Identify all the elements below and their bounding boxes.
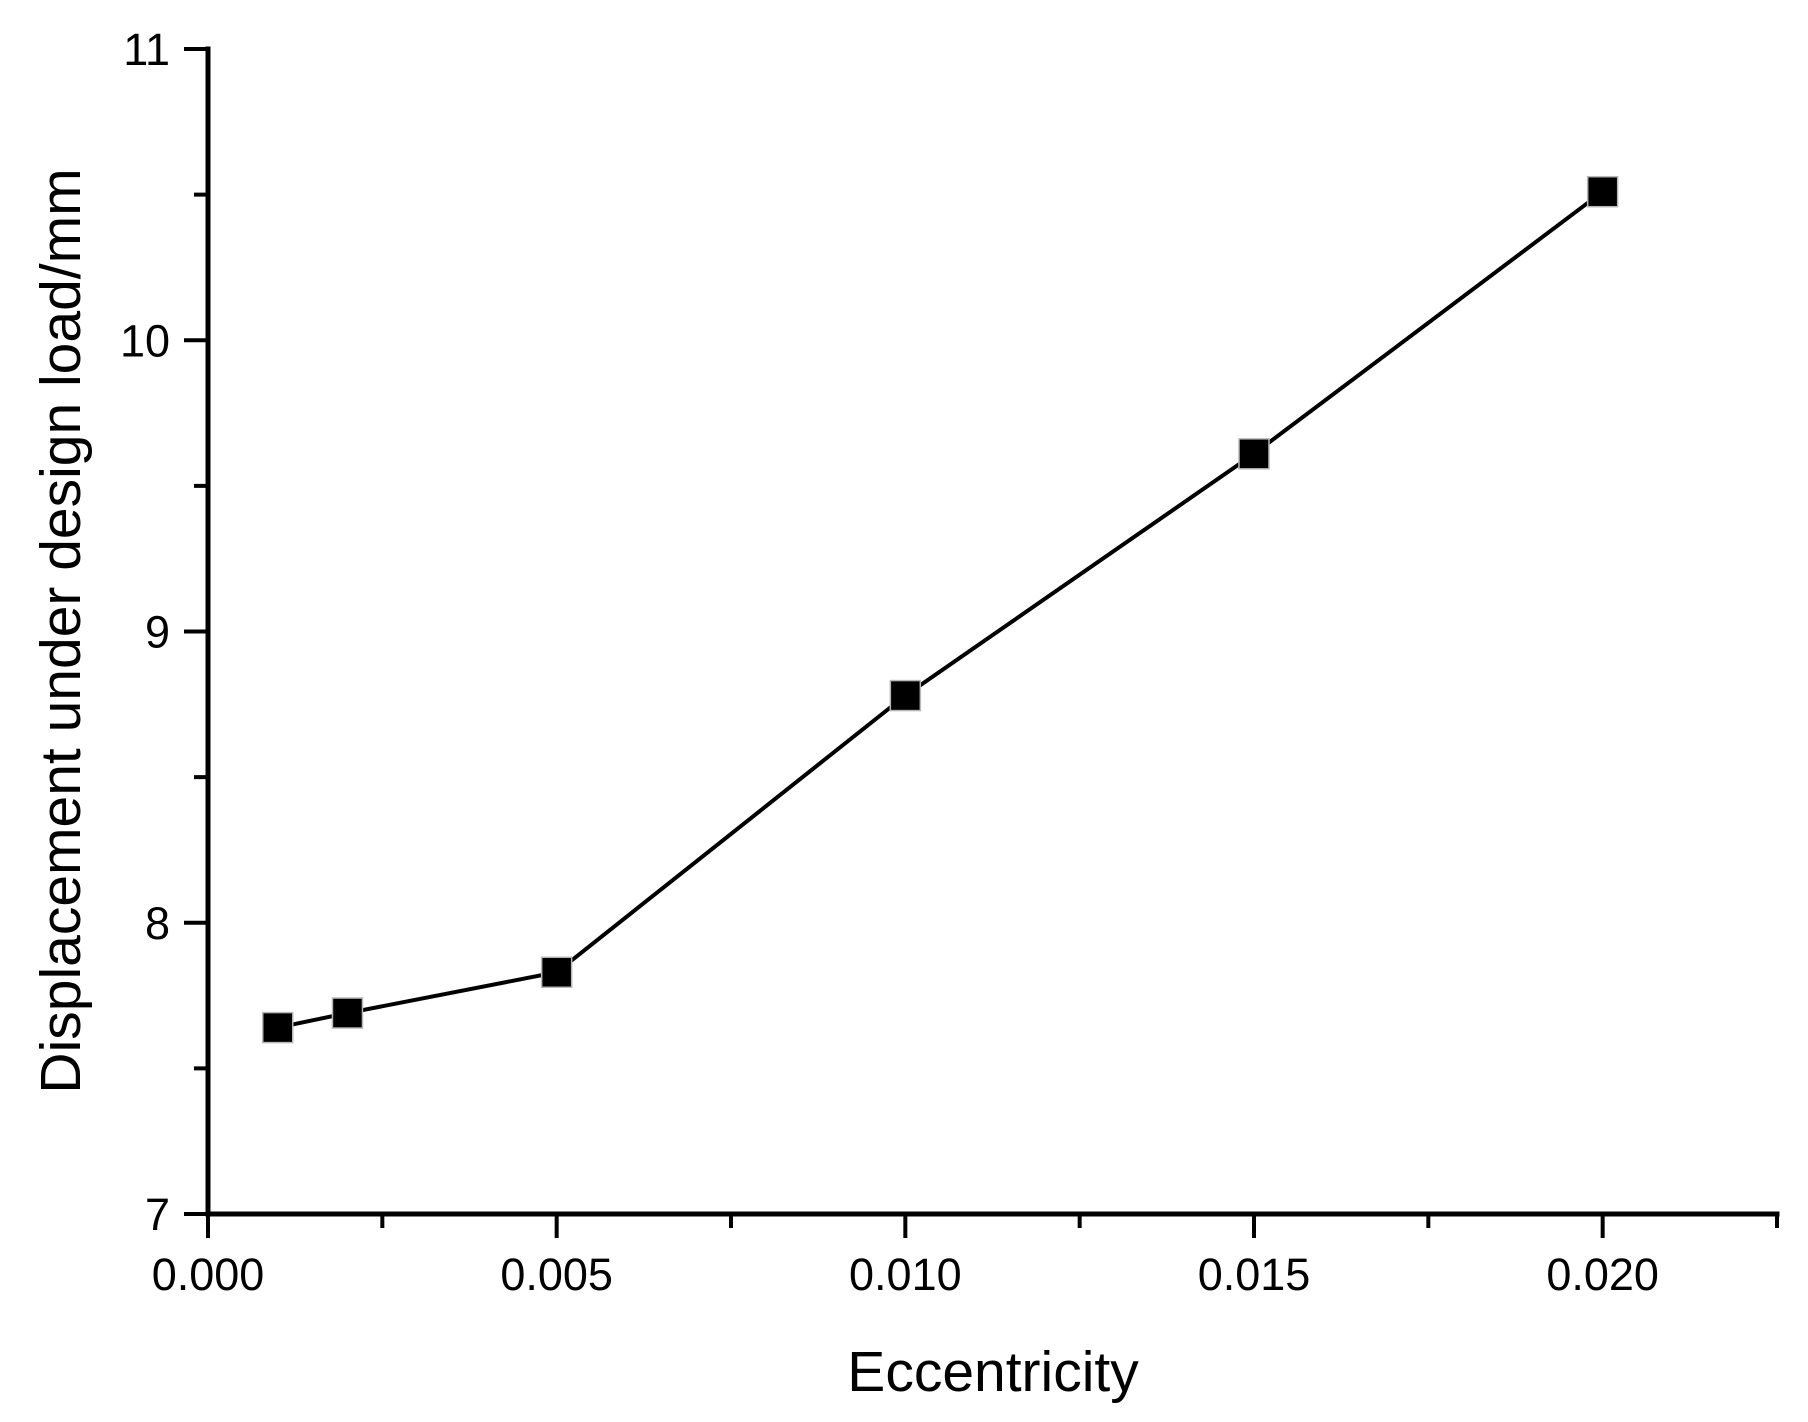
x-tick-label: 0.000: [152, 1249, 265, 1300]
x-tick-label: 0.010: [849, 1249, 962, 1300]
series-line: [277, 190, 1604, 1030]
y-tick-label: 10: [120, 315, 170, 366]
y-axis-title: Displacement under design load/mm: [29, 168, 93, 1093]
data-point-marker: [331, 997, 364, 1029]
x-axis-title: Eccentricity: [847, 1340, 1139, 1404]
x-tick-label: 0.020: [1546, 1249, 1659, 1300]
data-point-marker: [1586, 175, 1619, 208]
plot-layer: 7 8 9 10 11 0.000 0.005 0.010 0.015 0.020: [120, 24, 1780, 1300]
data-point-marker: [889, 679, 922, 712]
data-point-marker: [261, 1011, 294, 1044]
y-tick-label: 7: [145, 1189, 170, 1240]
y-tick-label: 8: [145, 898, 170, 949]
x-tick-label: 0.005: [500, 1249, 613, 1300]
data-point-marker: [540, 956, 573, 989]
y-tick-label: 11: [123, 24, 170, 75]
data-point-marker: [1238, 438, 1270, 470]
y-tick-label: 9: [145, 607, 170, 658]
x-tick-label: 0.015: [1198, 1249, 1311, 1300]
